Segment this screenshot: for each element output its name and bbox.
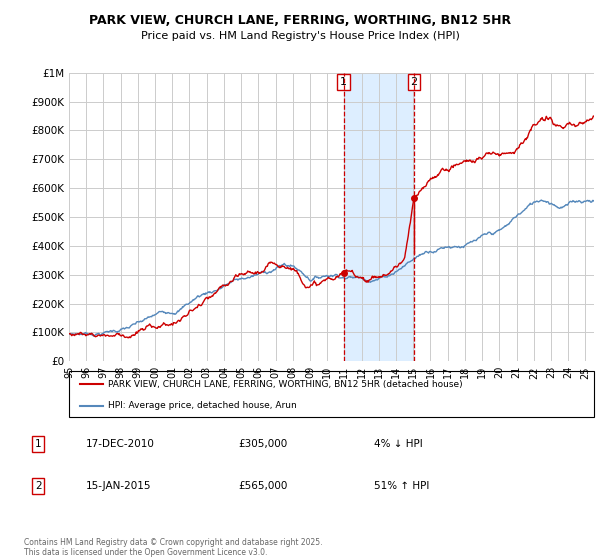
Text: HPI: Average price, detached house, Arun: HPI: Average price, detached house, Arun: [109, 401, 297, 410]
Text: Contains HM Land Registry data © Crown copyright and database right 2025.
This d: Contains HM Land Registry data © Crown c…: [24, 538, 323, 557]
Text: £305,000: £305,000: [238, 439, 287, 449]
Text: 51% ↑ HPI: 51% ↑ HPI: [374, 481, 429, 491]
Text: £565,000: £565,000: [238, 481, 287, 491]
Text: 1: 1: [340, 77, 347, 87]
Text: PARK VIEW, CHURCH LANE, FERRING, WORTHING, BN12 5HR (detached house): PARK VIEW, CHURCH LANE, FERRING, WORTHIN…: [109, 380, 463, 389]
Text: 2: 2: [35, 481, 41, 491]
Text: 15-JAN-2015: 15-JAN-2015: [86, 481, 152, 491]
Text: 17-DEC-2010: 17-DEC-2010: [86, 439, 155, 449]
Text: 2: 2: [410, 77, 418, 87]
Text: PARK VIEW, CHURCH LANE, FERRING, WORTHING, BN12 5HR: PARK VIEW, CHURCH LANE, FERRING, WORTHIN…: [89, 14, 511, 27]
Text: 1: 1: [35, 439, 41, 449]
Text: 4% ↓ HPI: 4% ↓ HPI: [374, 439, 422, 449]
Text: Price paid vs. HM Land Registry's House Price Index (HPI): Price paid vs. HM Land Registry's House …: [140, 31, 460, 41]
Bar: [344, 73, 414, 361]
